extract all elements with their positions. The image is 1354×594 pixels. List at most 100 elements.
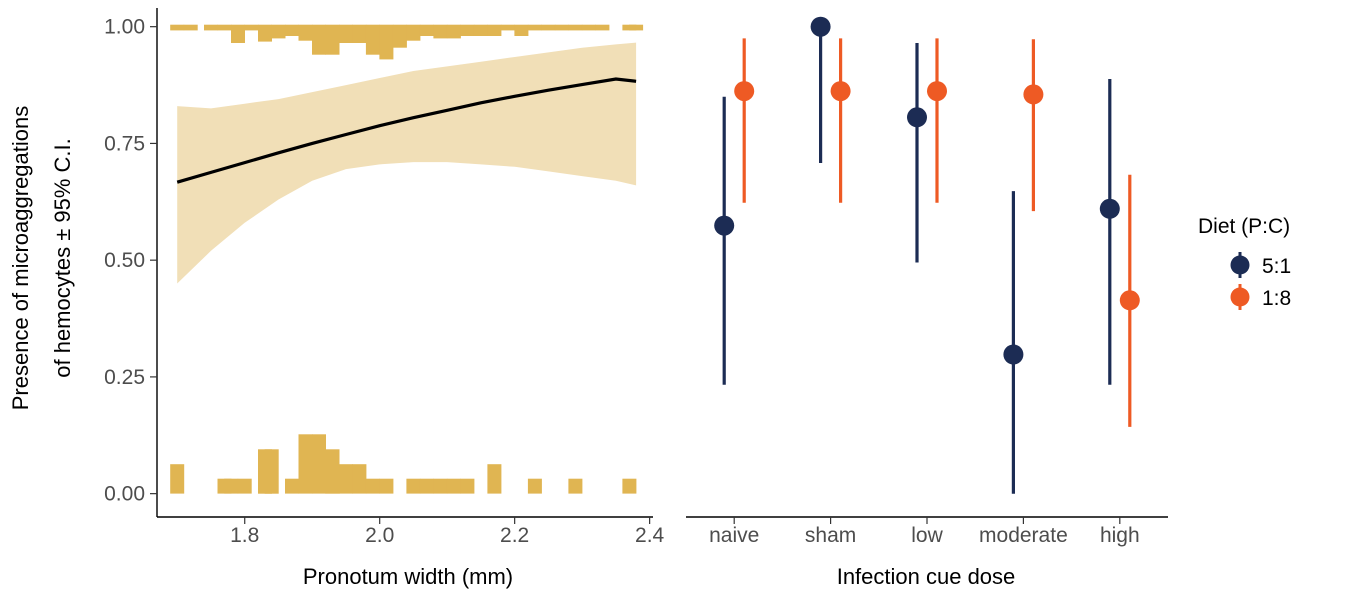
hist-bottom-bar-21 [568, 478, 583, 494]
hist-top-bar-12 [339, 24, 353, 43]
hist-bottom-bar-15 [419, 478, 434, 494]
point-1-8-sham [830, 81, 851, 102]
hist-bottom-bar-0 [170, 464, 185, 494]
hist-top-bar-13 [352, 24, 367, 43]
hist-bottom-bar-12 [365, 478, 380, 494]
hist-bottom-bar-16 [433, 478, 448, 494]
hist-top-bar-4 [231, 24, 245, 43]
legend-label-5-1: 5:1 [1262, 255, 1291, 278]
histogram-top [170, 24, 644, 60]
legend-key-point-1-8 [1230, 287, 1250, 307]
hist-top-bar-18 [419, 24, 434, 36]
point-1-8-naive [734, 81, 755, 102]
hist-top-bar-20 [446, 24, 461, 39]
left-y-axis-title-line2: of hemocytes ± 95% C.I. [50, 138, 75, 378]
y-tick-label-1: 0.25 [104, 366, 145, 389]
hist-top-bar-7 [271, 24, 286, 39]
pointrange-layer [714, 16, 1140, 494]
x-tick-label-1: 2.0 [365, 524, 394, 547]
hist-bottom-bar-14 [406, 478, 421, 494]
hist-top-bar-2 [204, 24, 218, 31]
hist-top-bar-5 [244, 24, 259, 31]
hist-top-bar-33 [629, 24, 644, 31]
hist-top-bar-15 [379, 24, 394, 60]
point-1-8-low [927, 81, 947, 102]
dose-label-low: low [911, 524, 943, 547]
hist-top-bar-0 [170, 24, 185, 31]
dose-label-moderate: moderate [979, 524, 1068, 547]
left-x-ticks: 1.8 2.0 2.2 2.4 [230, 517, 665, 547]
left-x-axis-title: Pronotum width (mm) [303, 564, 513, 589]
hist-bottom-bar-20 [527, 478, 542, 494]
logistic-fit-line [176, 77, 637, 184]
legend-item-1-8: 1:8 [1230, 284, 1291, 310]
legend-title: Diet (P:C) [1198, 215, 1290, 238]
hist-top-bar-27 [541, 24, 556, 31]
hist-bottom-bar-3 [237, 478, 252, 494]
dose-label-sham: sham [805, 524, 856, 547]
point-5-1-low [907, 107, 927, 128]
left-panel: Presence of microaggregations of hemocyt… [8, 8, 665, 589]
right-x-axis-title: Infection cue dose [837, 564, 1016, 589]
hist-bottom-bar-11 [352, 464, 367, 494]
hist-top-bar-21 [460, 24, 475, 36]
hist-bottom-bar-7 [298, 434, 313, 494]
y-tick-label-3: 0.75 [104, 132, 145, 155]
legend: Diet (P:C) 5:1 1:8 [1198, 215, 1291, 310]
hist-top-bar-29 [568, 24, 583, 31]
left-y-axis-title-line1: Presence of microaggregations [8, 106, 33, 411]
hist-top-bar-14 [365, 24, 380, 55]
hist-top-bar-16 [392, 24, 407, 48]
hist-top-bar-26 [527, 24, 542, 31]
y-tick-label-2: 0.50 [104, 249, 145, 272]
hist-bottom-bar-9 [325, 449, 340, 494]
hist-top-bar-1 [183, 24, 198, 31]
hist-bottom-bar-18 [460, 478, 475, 494]
dose-label-high: high [1100, 524, 1140, 547]
hist-top-bar-31 [595, 24, 610, 31]
hist-top-bar-9 [298, 24, 313, 41]
point-5-1-sham [810, 16, 831, 37]
legend-item-5-1: 5:1 [1230, 252, 1291, 278]
hist-bottom-bar-22 [622, 478, 637, 494]
hist-top-bar-3 [217, 24, 232, 31]
hist-bottom-bar-13 [379, 478, 394, 494]
hist-bottom-bar-8 [312, 434, 326, 494]
hist-top-bar-19 [433, 24, 448, 39]
x-tick-label-3: 2.4 [635, 524, 665, 547]
x-tick-label-2: 2.2 [500, 524, 529, 547]
hist-top-bar-17 [406, 24, 421, 41]
confidence-ribbon [177, 42, 637, 284]
hist-top-bar-24 [500, 24, 515, 31]
hist-bottom-bar-5 [264, 449, 279, 494]
left-y-ticks: 0.00 0.25 0.50 0.75 1.00 [104, 16, 157, 506]
hist-top-bar-10 [312, 24, 326, 55]
hist-top-bar-22 [473, 24, 488, 36]
legend-label-1-8: 1:8 [1262, 287, 1291, 310]
histogram-bottom [170, 434, 637, 494]
right-x-ticks: naive sham low moderate high [709, 517, 1140, 547]
hist-bottom-bar-6 [285, 478, 299, 494]
hist-top-bar-28 [554, 24, 569, 31]
point-5-1-naive [714, 215, 735, 236]
hist-bottom-bar-17 [446, 478, 461, 494]
right-panel: naive sham low moderate high Infection c… [686, 16, 1168, 589]
dose-label-naive: naive [709, 524, 759, 547]
hist-top-bar-8 [285, 24, 299, 36]
hist-bottom-bar-10 [339, 464, 353, 494]
hist-top-bar-25 [514, 24, 529, 36]
hist-top-bar-6 [258, 24, 272, 42]
point-1-8-moderate [1023, 84, 1044, 105]
point-1-8-high [1119, 290, 1140, 311]
y-tick-label-4: 1.00 [104, 16, 145, 39]
point-5-1-moderate [1003, 344, 1024, 365]
point-5-1-high [1099, 198, 1120, 219]
hist-bottom-bar-2 [224, 478, 239, 494]
x-tick-label-0: 1.8 [230, 524, 259, 547]
legend-key-point-5-1 [1230, 255, 1250, 275]
hist-top-bar-23 [487, 24, 502, 36]
hist-top-bar-30 [581, 24, 596, 31]
hist-bottom-bar-19 [487, 464, 502, 494]
y-tick-label-0: 0.00 [104, 483, 145, 506]
